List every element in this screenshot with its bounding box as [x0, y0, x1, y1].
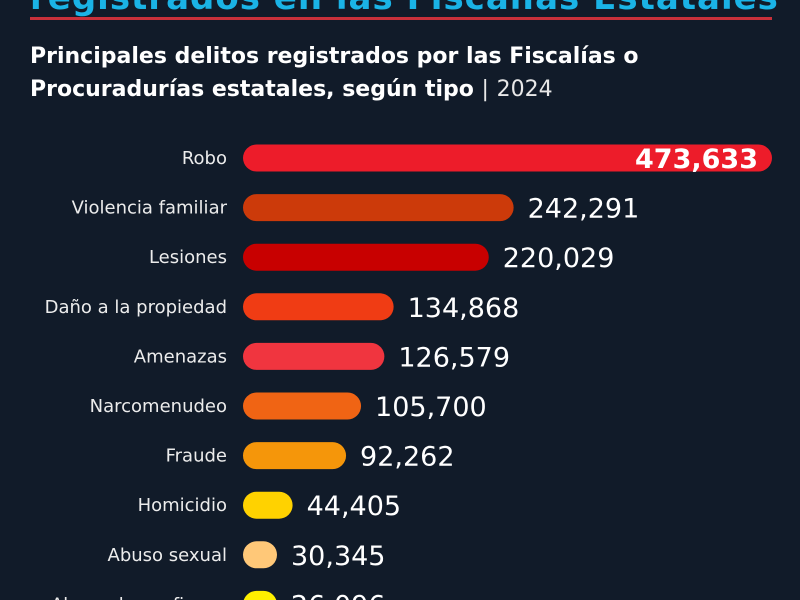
category-label: Homicidio [138, 495, 227, 516]
bar [243, 243, 489, 271]
top-title: registrados en las Fiscalías Estatales [30, 0, 779, 18]
value-label: 126,579 [398, 342, 510, 373]
bar [243, 293, 394, 321]
value-label: 30,345 [291, 541, 385, 572]
bar [243, 144, 772, 172]
subtitle-separator: | [481, 77, 489, 102]
bar [243, 541, 277, 569]
subtitle-year: 2024 [496, 77, 553, 102]
value-label: 105,700 [375, 392, 487, 423]
value-label: 220,029 [503, 243, 615, 274]
bar [243, 442, 347, 470]
bar [243, 392, 362, 420]
category-label: Abuso sexual [108, 545, 228, 566]
category-label: Amenazas [134, 346, 227, 367]
value-label: 242,291 [528, 194, 640, 225]
subtitle-text: Principales delitos registrados por las … [30, 44, 639, 102]
category-label: Fraude [166, 446, 227, 467]
bar [243, 194, 514, 222]
bar [243, 342, 385, 370]
category-label: Daño a la propiedad [45, 297, 227, 318]
value-label: 473,633 [635, 144, 758, 175]
category-label: Lesiones [149, 247, 227, 268]
value-label: 92,262 [360, 442, 454, 473]
category-label: Violencia familiar [72, 198, 228, 219]
category-label: Abuso de confianza [51, 594, 227, 600]
title-divider [30, 17, 772, 20]
category-label: Narcomenudeo [90, 396, 227, 417]
value-label: 26,096 [291, 590, 385, 600]
category-label: Robo [182, 148, 227, 169]
value-label: 134,868 [408, 293, 520, 324]
value-label: 44,405 [307, 491, 401, 522]
bar [243, 590, 277, 600]
bar [243, 491, 293, 519]
chart-subtitle: Principales delitos registrados por las … [30, 40, 770, 106]
